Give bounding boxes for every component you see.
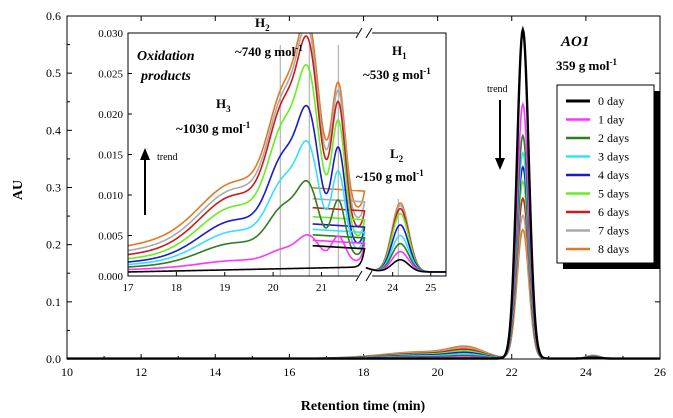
legend-entry-label: 1 day xyxy=(598,113,624,127)
main-x-tick-label: 14 xyxy=(209,365,221,379)
legend-entry-label: 3 days xyxy=(598,150,629,164)
legend-entry-label: 4 days xyxy=(598,168,629,182)
inset-series-line-right-0-day xyxy=(365,258,446,273)
peak-h2-mw: ~740 g mol-1 xyxy=(235,43,303,59)
inset-series-line-1-day xyxy=(128,234,366,271)
inset-trend-arrowhead xyxy=(140,148,150,160)
peak-h3-name: H3 xyxy=(216,96,231,114)
inset-axis-break-marks xyxy=(355,27,373,282)
peak-h2-name: H2 xyxy=(255,15,270,33)
compound-mw-label: 359 g mol-1 xyxy=(556,57,617,73)
inset-y-tick-label: 0.005 xyxy=(98,231,123,243)
inset-x-tick-label: 19 xyxy=(219,282,231,294)
peak-h1-name: H1 xyxy=(392,43,407,61)
main-x-tick-label: 22 xyxy=(506,365,518,379)
main-x-tick-label: 20 xyxy=(432,365,444,379)
main-x-ticks: 10 12 14 16 18 20 22 24 26 xyxy=(61,16,666,379)
inset-x-tick-label: 17 xyxy=(123,282,135,294)
main-y-tick-label: 0.1 xyxy=(46,295,61,309)
main-x-tick-label: 12 xyxy=(135,365,147,379)
main-x-tick-label: 16 xyxy=(283,365,295,379)
inset-y-ticks: 0.000 0.005 0.010 0.015 0.020 0.025 0.030 xyxy=(98,28,132,283)
main-y-tick-label: 0.3 xyxy=(46,181,61,195)
peak-h1-mw: ~530 g mol-1 xyxy=(363,66,431,82)
main-x-tick-label: 18 xyxy=(358,365,370,379)
main-trend-arrowhead xyxy=(495,158,505,170)
legend: 0 day 1 day 2 days 3 days 4 days 5 days 6 days… xyxy=(566,94,629,256)
inset-title-line1: Oxidation xyxy=(137,49,195,64)
legend-entry-label: 7 days xyxy=(598,224,629,238)
inset-axis-break-gap-top xyxy=(358,29,372,37)
inset-series-line-2-days xyxy=(128,179,366,268)
inset-series-line-6-days xyxy=(128,35,366,256)
legend-entry-label: 5 days xyxy=(598,187,629,201)
main-series-group xyxy=(67,25,660,360)
main-x-tick-label: 26 xyxy=(654,365,666,379)
main-trend-label: trend xyxy=(487,84,508,95)
x-axis-label: Retention time (min) xyxy=(301,399,426,414)
inset-x-tick-label: 24 xyxy=(387,282,399,294)
inset-axis-break-gap-bottom xyxy=(358,272,372,280)
main-x-tick-label: 24 xyxy=(580,365,592,379)
inset-series-line-8-days xyxy=(128,33,366,247)
peak-h3-mw: ~1030 g mol-1 xyxy=(176,120,251,136)
peak-l2-mw: ~150 g mol-1 xyxy=(356,168,424,184)
inset-y-tick-label: 0.025 xyxy=(98,69,123,81)
inset-x-tick-label: 20 xyxy=(268,282,280,294)
main-y-tick-label: 0.2 xyxy=(46,238,61,252)
inset-series-line-3-days xyxy=(128,139,366,266)
main-y-tick-label: 0.5 xyxy=(46,66,61,80)
inset-title-line2: products xyxy=(140,69,191,84)
inset-y-tick-label: 0.000 xyxy=(98,271,123,283)
inset-x-tick-label: 18 xyxy=(171,282,183,294)
compound-label: AO1 xyxy=(560,34,589,50)
inset-series-line-5-days xyxy=(128,63,366,260)
main-y-ticks: 0.0 0.1 0.2 0.3 0.4 0.5 0.6 xyxy=(46,9,660,366)
inset-x-ticks: 17 18 19 20 21 24 25 xyxy=(123,272,437,294)
inset-x-tick-label: 25 xyxy=(425,282,437,294)
main-x-tick-label: 10 xyxy=(61,365,73,379)
main-series-line-0-day xyxy=(67,25,660,360)
inset-y-tick-label: 0.010 xyxy=(98,190,123,202)
peak-l2-name: L2 xyxy=(390,146,404,164)
legend-entry-label: 8 days xyxy=(598,242,629,256)
inset-y-tick-label: 0.030 xyxy=(98,28,123,40)
main-y-tick-label: 0.0 xyxy=(46,352,61,366)
legend-entry-label: 2 days xyxy=(598,131,629,145)
inset-y-tick-label: 0.015 xyxy=(98,150,123,162)
inset-series-line-7-days xyxy=(128,33,366,252)
inset-series-group xyxy=(128,33,446,273)
inset-series-line-0-day xyxy=(128,244,366,273)
y-axis-label: AU xyxy=(11,180,26,200)
inset-y-tick-label: 0.020 xyxy=(98,109,123,121)
inset-trend-label: trend xyxy=(157,152,178,163)
inset-x-tick-label: 21 xyxy=(316,282,327,294)
main-y-tick-label: 0.4 xyxy=(46,123,61,137)
inset-series-line-4-days xyxy=(128,104,366,263)
legend-entry-label: 6 days xyxy=(598,205,629,219)
main-y-tick-label: 0.6 xyxy=(46,9,61,23)
legend-entry-label: 0 day xyxy=(598,94,624,108)
